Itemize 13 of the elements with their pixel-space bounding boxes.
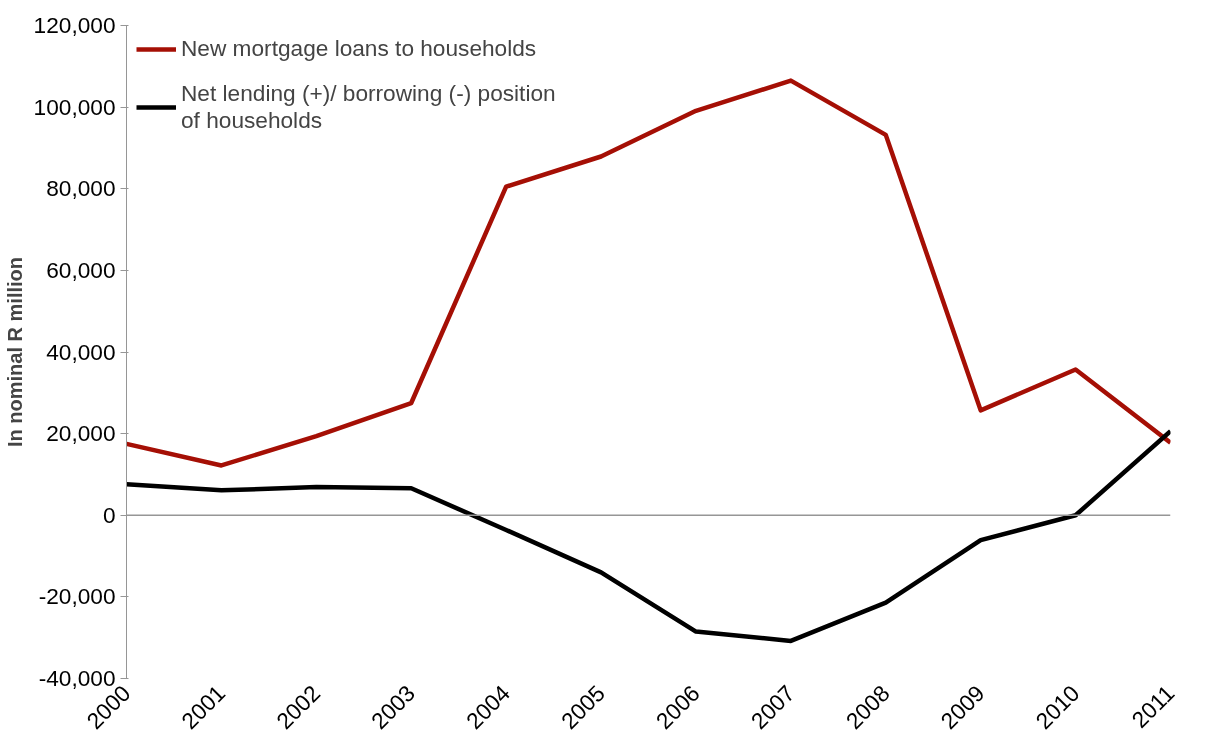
y-tick-label: 40,000 [46,338,116,365]
y-tick-label: 0 [102,501,116,528]
y-tick-label: 80,000 [46,175,116,202]
y-tick-label: 20,000 [46,420,116,447]
y-tick-label: -20,000 [38,583,116,610]
legend-label: New mortgage loans to households [181,35,537,62]
y-tick-label: 120,000 [33,12,116,38]
y-tick-label: 100,000 [33,93,116,120]
y-tick-label: 60,000 [46,256,116,283]
line-series [126,78,1171,468]
y-axis-title: In nominal R million [3,257,26,447]
line-series [126,428,1171,644]
legend-label: Net lending (+)/ borrowing (-) position of households [181,80,556,134]
